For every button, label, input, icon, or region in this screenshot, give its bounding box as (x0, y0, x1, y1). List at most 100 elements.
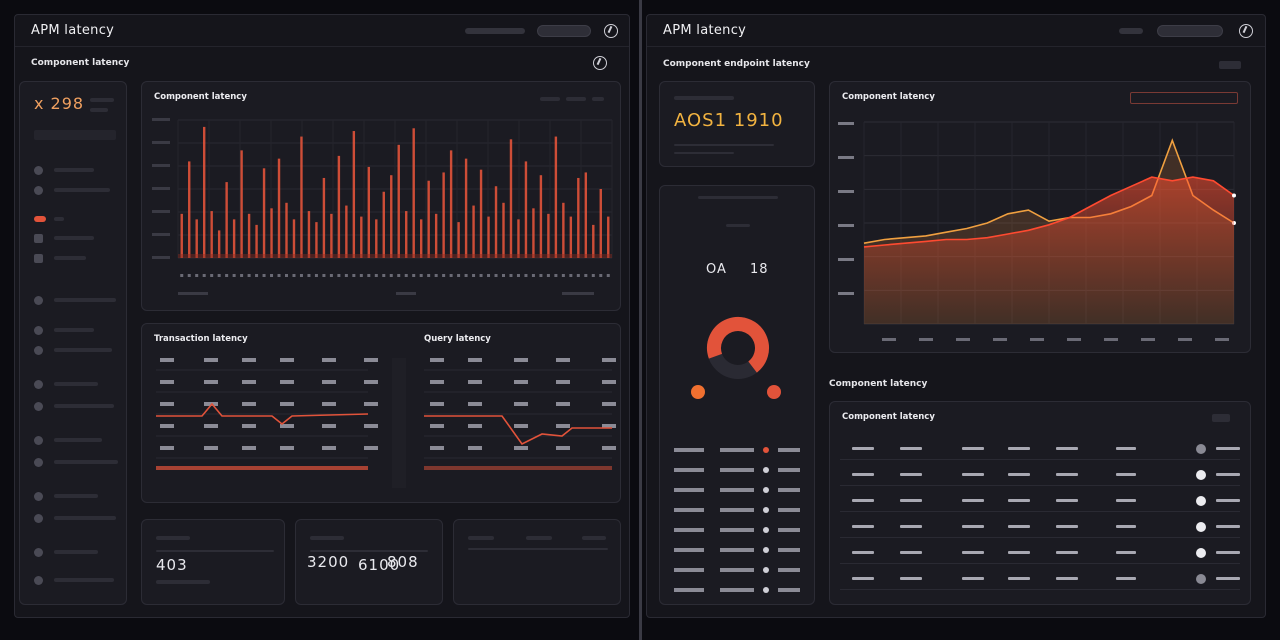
refresh-icon[interactable] (593, 56, 607, 70)
bar (202, 126, 206, 259)
layers-icon[interactable] (34, 254, 43, 263)
time-range-select[interactable] (537, 25, 591, 37)
metric-card[interactable]: 403 (141, 519, 285, 605)
section-title: Component latency (829, 379, 928, 389)
x-tick-label (1030, 338, 1044, 341)
bar (584, 172, 588, 258)
kpi-card: AOS1 1910 (659, 81, 815, 167)
x-tick-label (217, 274, 221, 277)
x-tick-label (344, 274, 348, 277)
left-dashboard-window: APM latency Component latency x 298 (14, 14, 630, 618)
bar (419, 219, 423, 258)
sidebar-search[interactable] (34, 130, 116, 140)
sidebar-item[interactable] (54, 550, 98, 554)
chart-icon[interactable] (34, 492, 43, 501)
x-tick-label (255, 274, 259, 277)
square-icon[interactable] (34, 234, 43, 243)
card-divider (468, 548, 608, 550)
bar (562, 202, 565, 258)
kpi-value: AOS1 1910 (674, 110, 784, 131)
metric-card[interactable] (453, 519, 621, 605)
x-tick-label (187, 274, 191, 277)
table-cell (900, 577, 922, 580)
breakdown-label (726, 224, 750, 227)
breakdown-label (698, 196, 778, 199)
table-row[interactable] (840, 516, 1240, 538)
table-cell (1216, 577, 1240, 580)
sidebar-item[interactable] (54, 256, 86, 260)
x-tick-label (464, 274, 468, 277)
x-tick-label (546, 274, 550, 277)
sidebar-item[interactable] (54, 217, 64, 221)
x-tick-label (509, 274, 513, 277)
list-cell (720, 568, 754, 572)
sidebar-item[interactable] (54, 188, 110, 192)
sidebar-item[interactable] (54, 236, 94, 240)
code-icon[interactable] (34, 514, 43, 523)
table-cell (852, 473, 874, 476)
circle-icon[interactable] (34, 166, 43, 175)
table-cell (430, 402, 444, 406)
node-icon[interactable] (34, 346, 43, 355)
settings-icon[interactable] (1239, 24, 1253, 38)
y-tick-label (152, 256, 170, 259)
sidebar: x 298 (19, 81, 127, 605)
logout-icon[interactable] (34, 576, 43, 585)
legend-item[interactable] (540, 97, 560, 101)
metric-card[interactable]: 6100 (295, 519, 443, 605)
x-tick-label (1067, 338, 1081, 341)
card-note (156, 580, 210, 584)
sidebar-item[interactable] (54, 404, 114, 408)
sidebar-item[interactable] (54, 348, 112, 352)
x-tick-label (561, 274, 565, 277)
table-cell (468, 380, 482, 384)
table-cell (468, 358, 482, 362)
sidebar-item[interactable] (54, 494, 98, 498)
bar (180, 213, 183, 258)
sidebar-item[interactable] (54, 328, 94, 332)
db-icon[interactable] (34, 402, 43, 411)
table-row[interactable] (840, 490, 1240, 512)
sidebar-item[interactable] (54, 460, 118, 464)
time-range-select[interactable] (1157, 25, 1223, 37)
x-tick-label (1215, 338, 1229, 341)
export-icon[interactable] (1219, 61, 1241, 69)
sidebar-item[interactable] (54, 438, 102, 442)
sidebar-item[interactable] (54, 578, 114, 582)
box-icon[interactable] (34, 326, 43, 335)
status-dot (1196, 522, 1206, 532)
table-cell (900, 447, 922, 450)
card-value: 6100 (358, 556, 401, 574)
kpi-label (674, 96, 734, 100)
table-cell (556, 402, 570, 406)
legend-item[interactable] (566, 97, 586, 101)
user-icon[interactable] (34, 296, 43, 305)
bar-chart (152, 118, 613, 295)
gear-icon[interactable] (34, 186, 43, 195)
sidebar-item[interactable] (54, 298, 116, 302)
flag-icon[interactable] (34, 216, 46, 222)
x-tick-label (882, 338, 896, 341)
table-row[interactable] (840, 542, 1240, 564)
x-axis-label (396, 292, 416, 295)
bar (599, 189, 602, 258)
sidebar-item[interactable] (54, 168, 94, 172)
page-subtitle: Component latency (31, 58, 130, 68)
sidebar-item[interactable] (54, 382, 98, 386)
settings-icon[interactable] (604, 24, 618, 38)
table-row[interactable] (840, 568, 1240, 590)
bell-icon[interactable] (34, 548, 43, 557)
table-cell (204, 424, 218, 428)
legend-item[interactable] (592, 97, 604, 101)
table-cell (364, 402, 378, 406)
table-row[interactable] (840, 438, 1240, 460)
table-row[interactable] (840, 464, 1240, 486)
sidebar-item[interactable] (54, 516, 116, 520)
server-icon[interactable] (34, 458, 43, 467)
clock-icon[interactable] (34, 380, 43, 389)
alert-icon[interactable] (34, 436, 43, 445)
bar (457, 222, 460, 258)
y-tick-label (152, 141, 170, 144)
sort-icon[interactable] (1212, 414, 1230, 422)
filter-select[interactable] (1130, 92, 1238, 104)
